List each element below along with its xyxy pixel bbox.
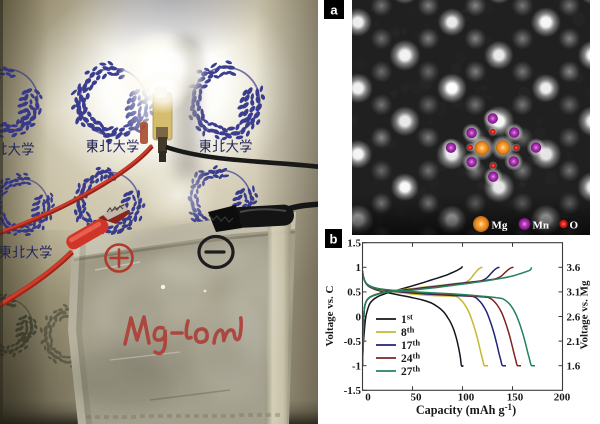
svg-text:Capacity (mAh g-1): Capacity (mAh g-1)	[416, 402, 516, 417]
svg-text:Mn: Mn	[533, 220, 550, 232]
svg-text:1.6: 1.6	[567, 361, 581, 373]
svg-text:O: O	[570, 220, 579, 232]
svg-text:Voltage vs. C: Voltage vs. C	[324, 285, 336, 346]
svg-text:-1.5: -1.5	[344, 385, 362, 397]
svg-text:3.1: 3.1	[567, 287, 581, 299]
svg-text:1.5: 1.5	[347, 238, 361, 250]
svg-text:100: 100	[458, 392, 475, 404]
svg-text:0.5: 0.5	[347, 287, 361, 299]
svg-text:3.6: 3.6	[567, 262, 581, 274]
svg-text:150: 150	[507, 392, 524, 404]
svg-text:a: a	[330, 3, 338, 18]
svg-text:2.1: 2.1	[567, 336, 581, 348]
svg-text:2.6: 2.6	[567, 311, 581, 323]
svg-text:0: 0	[356, 311, 362, 323]
svg-text:50: 50	[411, 392, 423, 404]
svg-text:200: 200	[554, 392, 571, 404]
svg-text:-0.5: -0.5	[344, 336, 362, 348]
svg-text:b: b	[330, 232, 338, 247]
svg-text:-1: -1	[352, 361, 361, 373]
svg-text:1: 1	[356, 262, 362, 274]
svg-text:0: 0	[365, 392, 371, 404]
svg-text:Voltage vs. Mg: Voltage vs. Mg	[579, 280, 591, 349]
svg-text:Mg: Mg	[492, 220, 508, 232]
